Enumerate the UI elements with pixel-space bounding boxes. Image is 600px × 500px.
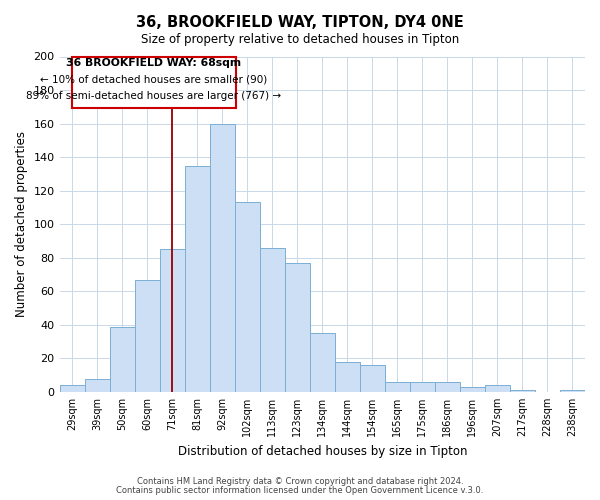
Bar <box>235 202 260 392</box>
Text: ← 10% of detached houses are smaller (90): ← 10% of detached houses are smaller (90… <box>40 74 268 84</box>
Bar <box>385 382 410 392</box>
Text: 36, BROOKFIELD WAY, TIPTON, DY4 0NE: 36, BROOKFIELD WAY, TIPTON, DY4 0NE <box>136 15 464 30</box>
Bar <box>160 250 185 392</box>
Bar <box>460 387 485 392</box>
Text: 89% of semi-detached houses are larger (767) →: 89% of semi-detached houses are larger (… <box>26 92 281 102</box>
Bar <box>260 248 285 392</box>
Text: 36 BROOKFIELD WAY: 68sqm: 36 BROOKFIELD WAY: 68sqm <box>67 58 242 68</box>
Bar <box>410 382 435 392</box>
Y-axis label: Number of detached properties: Number of detached properties <box>15 131 28 317</box>
Bar <box>59 385 85 392</box>
Bar <box>335 362 360 392</box>
Text: Contains public sector information licensed under the Open Government Licence v.: Contains public sector information licen… <box>116 486 484 495</box>
Bar <box>435 382 460 392</box>
Text: Contains HM Land Registry data © Crown copyright and database right 2024.: Contains HM Land Registry data © Crown c… <box>137 477 463 486</box>
Text: Size of property relative to detached houses in Tipton: Size of property relative to detached ho… <box>141 32 459 46</box>
Bar <box>310 333 335 392</box>
Bar <box>185 166 209 392</box>
Bar <box>560 390 585 392</box>
X-axis label: Distribution of detached houses by size in Tipton: Distribution of detached houses by size … <box>178 444 467 458</box>
Bar <box>285 263 310 392</box>
Bar <box>485 385 510 392</box>
Bar <box>510 390 535 392</box>
FancyBboxPatch shape <box>72 56 236 108</box>
Bar <box>110 326 134 392</box>
Bar <box>134 280 160 392</box>
Bar <box>85 378 110 392</box>
Bar <box>360 365 385 392</box>
Bar <box>209 124 235 392</box>
